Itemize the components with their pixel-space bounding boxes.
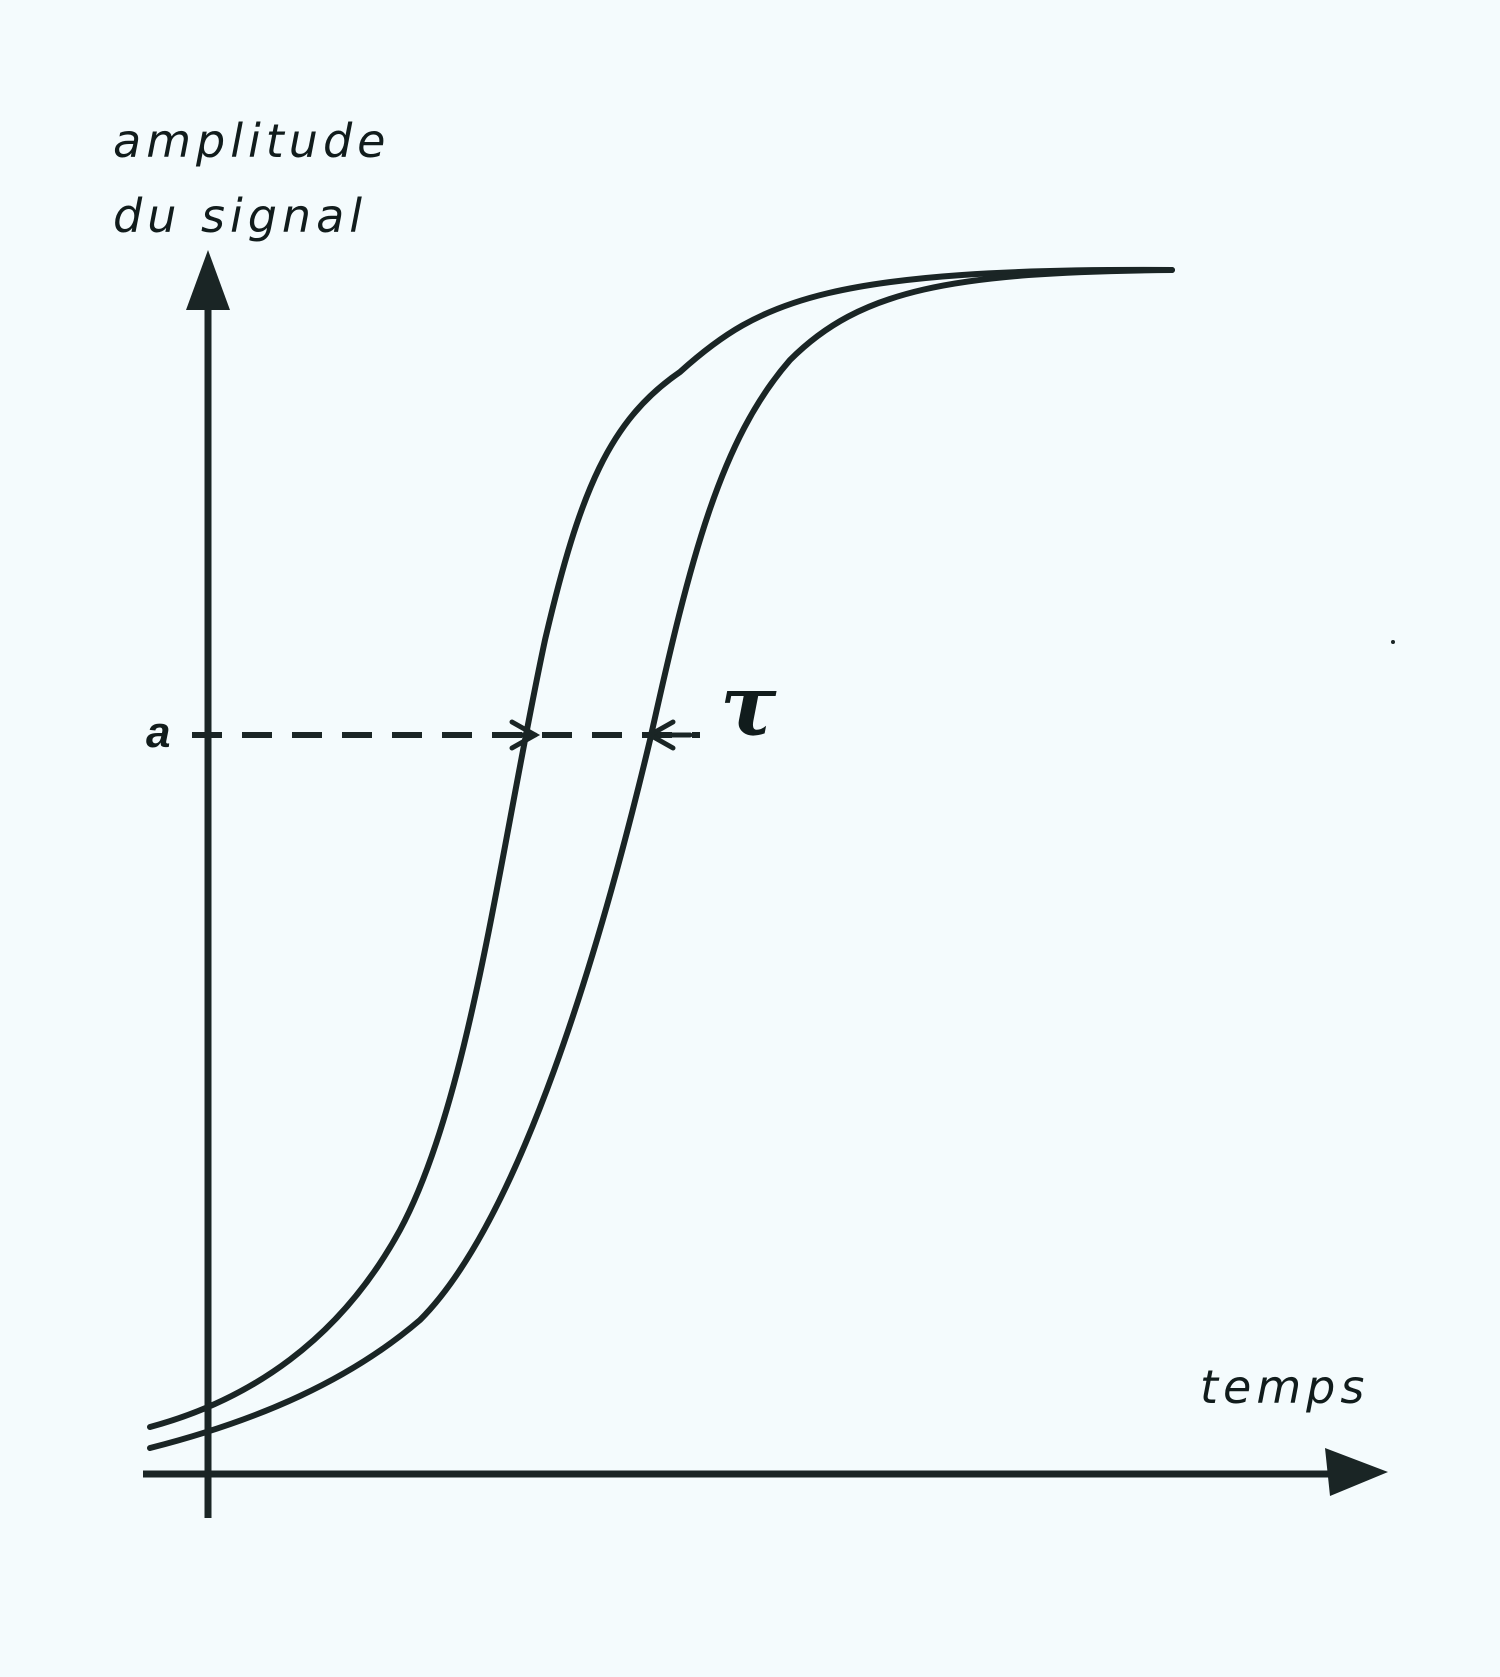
delay-label: τ: [720, 656, 777, 755]
speck-dot: [1391, 640, 1395, 644]
y-axis-label-line2: du signal: [113, 189, 367, 243]
y-axis-label-line1: amplitude: [113, 114, 390, 168]
delayed-signal-curve: [147, 267, 1175, 1451]
x-axis-label: temps: [1200, 1360, 1369, 1414]
reference-signal-curve: [147, 266, 1175, 1430]
level-label: a: [146, 708, 170, 757]
y-axis-arrowhead: [186, 250, 230, 310]
x-axis-arrowhead: [1325, 1448, 1388, 1496]
